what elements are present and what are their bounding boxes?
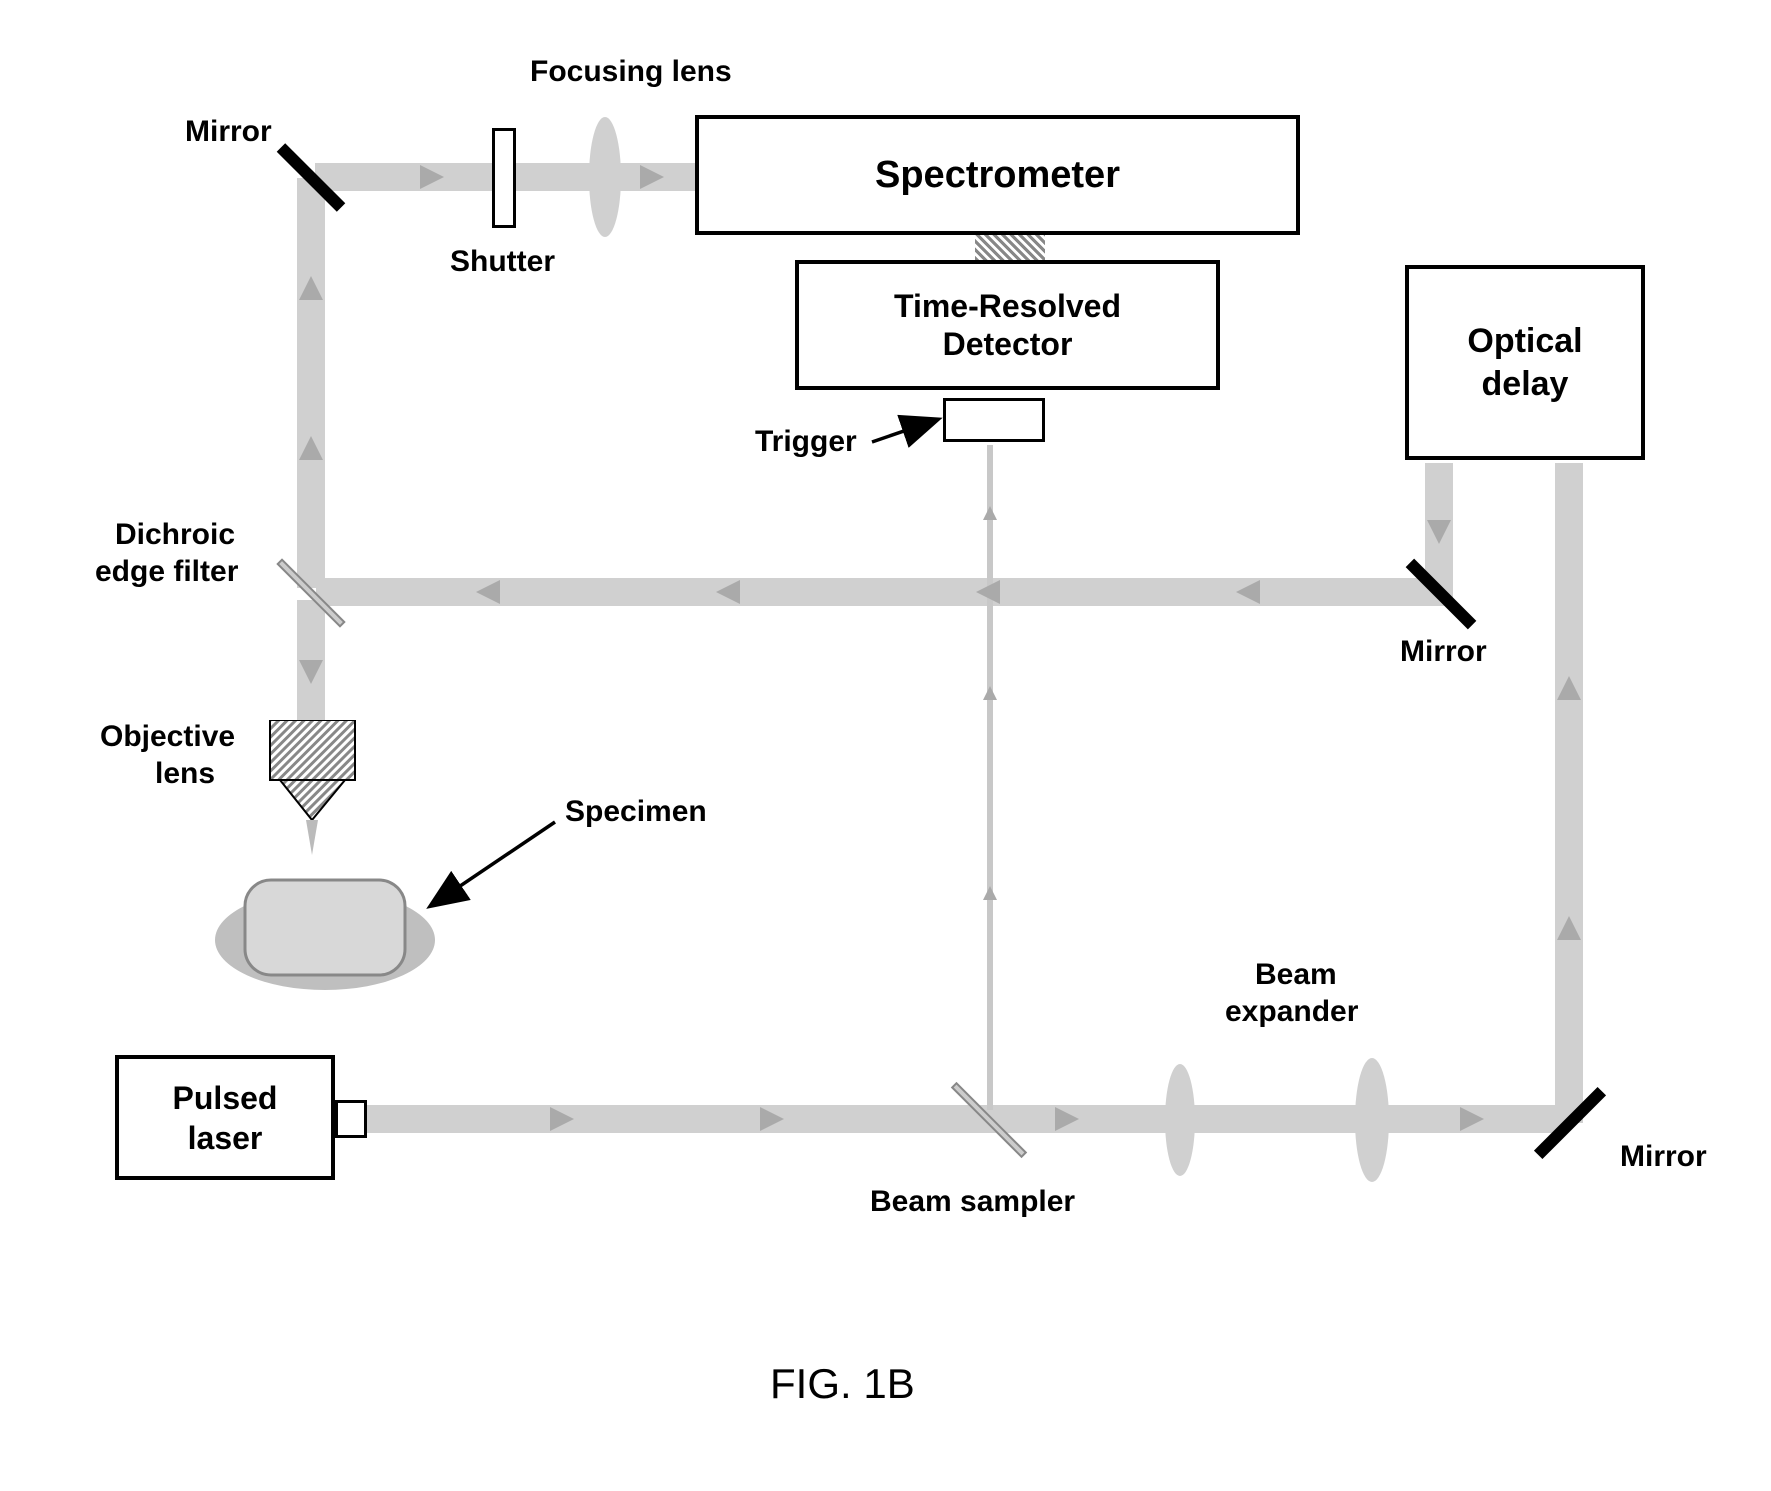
pointer-arrows xyxy=(0,0,1771,1491)
diagram-canvas: Spectrometer Time-Resolved Detector Opti… xyxy=(0,0,1771,1491)
figure-caption: FIG. 1B xyxy=(770,1360,915,1408)
